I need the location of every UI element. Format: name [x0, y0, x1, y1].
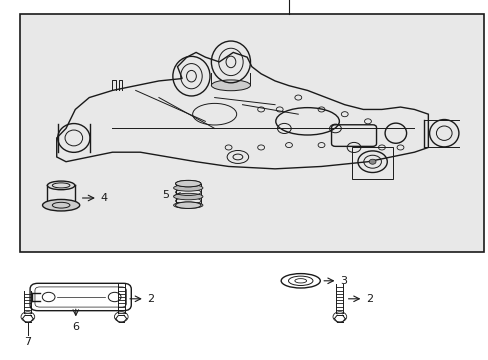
Text: 3: 3 — [339, 276, 346, 286]
Text: 6: 6 — [72, 322, 79, 332]
Ellipse shape — [175, 202, 201, 208]
Text: 4: 4 — [100, 193, 107, 203]
Ellipse shape — [175, 180, 201, 187]
Text: 2: 2 — [365, 294, 372, 304]
Bar — [20, 14, 483, 252]
Ellipse shape — [173, 193, 203, 200]
Ellipse shape — [211, 80, 250, 91]
Ellipse shape — [47, 181, 75, 190]
Text: 5: 5 — [163, 190, 169, 201]
Ellipse shape — [368, 159, 375, 164]
Ellipse shape — [173, 185, 203, 191]
Text: 2: 2 — [147, 294, 154, 304]
Ellipse shape — [42, 199, 80, 211]
Text: 7: 7 — [24, 337, 31, 347]
Ellipse shape — [173, 202, 203, 208]
